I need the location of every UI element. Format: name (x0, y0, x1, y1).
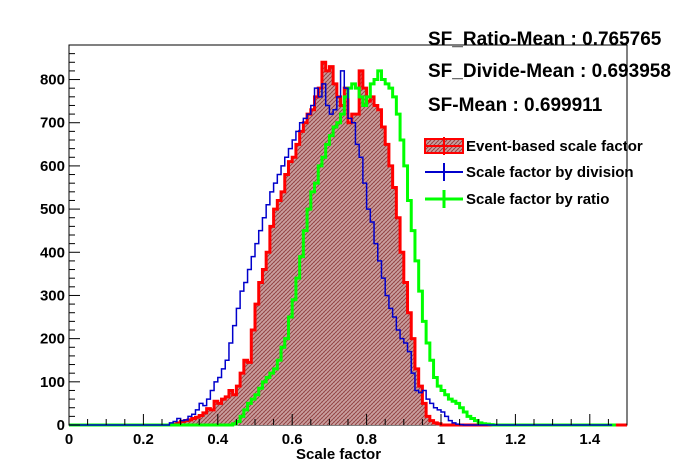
y-tick-label: 300 (40, 287, 65, 304)
series-ratio-line (69, 69, 616, 427)
legend-item-event-based: Event-based scale factor (424, 135, 643, 157)
y-tick-label: 700 (40, 115, 65, 132)
stat-sf-mean: SF-Mean : 0.699911 (428, 95, 603, 116)
y-tick-label: 200 (40, 331, 65, 348)
series-division-line (69, 70, 613, 426)
legend-label: Scale factor by ratio (466, 190, 610, 208)
x-tick-label: 0.8 (356, 431, 377, 448)
legend-symbol-green-line (424, 188, 464, 210)
stat-divide-mean: SF_Divide-Mean : 0.693958 (428, 61, 671, 82)
axes-layer: 0 0.2 0.4 0.6 0.8 1 1.2 1.4 0 100 200 300 400 500 600 7… (40, 44, 628, 448)
x-tick-label: 1 (437, 431, 445, 448)
x-tick-label: 0.4 (207, 431, 229, 448)
x-tick-label: 1.4 (579, 431, 601, 448)
legend-label: Scale factor by division (466, 163, 634, 181)
legend-symbol-hatched-red (424, 135, 464, 157)
x-tick-label: 0 (65, 431, 73, 448)
x-tick-label: 0.6 (282, 431, 303, 448)
legend-item-ratio: Scale factor by ratio (424, 188, 609, 210)
y-tick-label: 100 (40, 374, 65, 391)
x-tick-label: 1.2 (505, 431, 526, 448)
legend-symbol-blue-line (424, 161, 464, 183)
y-tick-label: 800 (40, 72, 65, 89)
y-tick-label: 500 (40, 201, 65, 218)
series-layer (69, 60, 627, 427)
legend-item-division: Scale factor by division (424, 161, 634, 183)
y-tick-label: 400 (40, 244, 65, 261)
series-event-based-fill (69, 62, 627, 426)
y-tick-label: 0 (57, 417, 65, 434)
legend-label: Event-based scale factor (466, 137, 643, 155)
x-axis-label: Scale factor (296, 446, 382, 463)
x-tick-label: 0.2 (133, 431, 154, 448)
stat-ratio-mean: SF_Ratio-Mean : 0.765765 (428, 29, 662, 50)
y-tick-label: 600 (40, 158, 65, 175)
